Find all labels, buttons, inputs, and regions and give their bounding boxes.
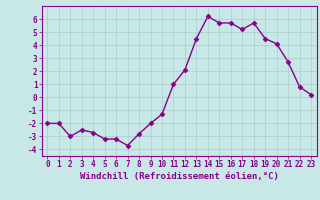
X-axis label: Windchill (Refroidissement éolien,°C): Windchill (Refroidissement éolien,°C) bbox=[80, 172, 279, 181]
